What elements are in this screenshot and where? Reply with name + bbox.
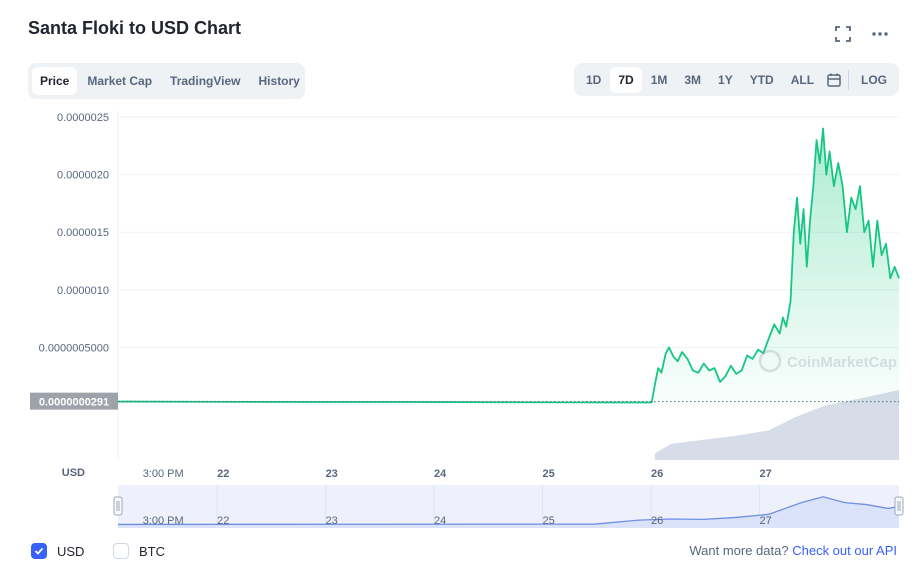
last-price-tag bbox=[30, 392, 118, 410]
x-tick-label: 26 bbox=[651, 468, 663, 480]
api-link[interactable]: Check out our API bbox=[792, 543, 897, 558]
tab-price[interactable]: Price bbox=[32, 67, 78, 95]
range-3m[interactable]: 3M bbox=[684, 72, 702, 87]
view-tabs: Price Market Cap TradingView History bbox=[28, 63, 305, 99]
btc-label: BTC bbox=[139, 543, 165, 559]
last-price-label: 0.0000000291 bbox=[39, 397, 109, 409]
calendar-icon[interactable] bbox=[823, 68, 844, 92]
y-tick-label: 0.0000015 bbox=[57, 227, 109, 239]
check-icon bbox=[34, 547, 44, 555]
more-data-note: Want more data? Check out our API bbox=[689, 543, 897, 558]
navigator-tick-label: 23 bbox=[326, 515, 338, 527]
x-tick-label: 3:00 PM bbox=[143, 468, 184, 480]
range-ytd[interactable]: YTD bbox=[749, 72, 774, 87]
tab-market-cap[interactable]: Market Cap bbox=[87, 74, 153, 88]
coinmarketcap-logo-icon bbox=[758, 349, 782, 373]
navigator-handle-right[interactable] bbox=[894, 496, 904, 516]
navigator-tick-label: 26 bbox=[651, 515, 663, 527]
price-line bbox=[117, 127, 900, 404]
range-tabs: 1D 7D 1M 3M 1Y YTD ALL LOG bbox=[574, 63, 899, 96]
currency-axis-label: USD bbox=[62, 467, 85, 479]
navigator-tick-label: 22 bbox=[217, 515, 229, 527]
usd-checkbox[interactable] bbox=[31, 543, 47, 559]
currency-btc-option[interactable]: BTC bbox=[113, 543, 165, 559]
navigator-line bbox=[117, 496, 900, 526]
price-chart[interactable]: 0.0000025 0.0000020 0.0000015 0.0000010 0.00… bbox=[0, 105, 917, 535]
navigator-handle-left[interactable] bbox=[113, 496, 123, 516]
divider bbox=[848, 69, 849, 90]
watermark-text: CoinMarketCap bbox=[787, 354, 897, 371]
y-tick-label: 0.0000005000 bbox=[39, 342, 109, 354]
y-tick-label: 0.0000020 bbox=[57, 170, 109, 182]
y-tick-label: 0.0000025 bbox=[57, 112, 109, 124]
fullscreen-icon[interactable] bbox=[833, 24, 853, 44]
range-1m[interactable]: 1M bbox=[650, 72, 668, 87]
range-7d[interactable]: 7D bbox=[610, 66, 642, 93]
tab-tradingview[interactable]: TradingView bbox=[170, 74, 241, 88]
range-1d[interactable]: 1D bbox=[586, 72, 602, 87]
currency-usd-option[interactable]: USD bbox=[31, 543, 84, 559]
navigator-tick-label: 24 bbox=[434, 515, 446, 527]
x-tick-label: 27 bbox=[759, 468, 771, 480]
usd-label: USD bbox=[57, 543, 85, 559]
y-tick-label: 0.0000010 bbox=[57, 285, 109, 297]
tab-history[interactable]: History bbox=[258, 74, 300, 88]
volume-area bbox=[654, 390, 899, 460]
navigator-area bbox=[118, 496, 899, 528]
navigator-tick-label: 27 bbox=[759, 515, 771, 527]
watermark: CoinMarketCap bbox=[758, 349, 897, 373]
more-data-prompt: Want more data? bbox=[689, 543, 789, 558]
price-area bbox=[118, 128, 899, 405]
btc-checkbox[interactable] bbox=[113, 543, 129, 559]
x-tick-label: 22 bbox=[217, 468, 229, 480]
range-all[interactable]: ALL bbox=[790, 72, 815, 87]
x-tick-label: 23 bbox=[326, 468, 338, 480]
x-tick-label: 24 bbox=[434, 468, 447, 480]
log-toggle[interactable]: LOG bbox=[861, 72, 887, 87]
more-icon[interactable] bbox=[870, 24, 890, 44]
x-tick-label: 25 bbox=[543, 468, 555, 480]
navigator-tick-label: 25 bbox=[543, 515, 555, 527]
range-1y[interactable]: 1Y bbox=[718, 72, 733, 87]
navigator-tick-label: 3:00 PM bbox=[143, 515, 184, 527]
page-title: Santa Floki to USD Chart bbox=[28, 18, 242, 38]
